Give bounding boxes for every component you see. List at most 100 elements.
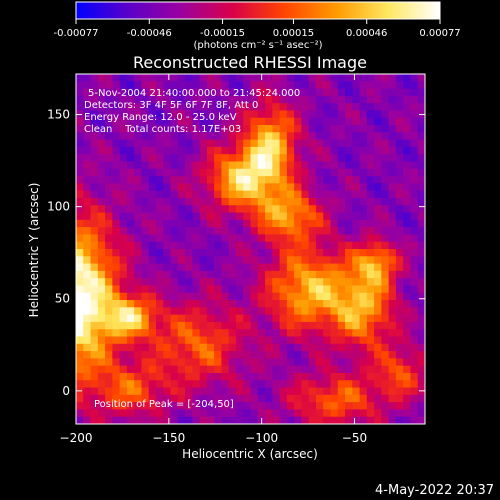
heatmap-cell xyxy=(119,343,128,352)
heatmap-cell xyxy=(83,351,92,359)
heatmap-cell xyxy=(119,234,128,243)
heatmap-cell xyxy=(214,372,223,381)
heatmap-cell xyxy=(90,234,99,243)
heatmap-cell xyxy=(315,125,324,133)
heatmap-cell xyxy=(265,307,273,316)
heatmap-cell xyxy=(199,168,208,177)
heatmap-cell xyxy=(199,416,208,424)
heatmap-cell xyxy=(330,190,339,199)
heatmap-cell xyxy=(235,95,244,104)
heatmap-cell xyxy=(403,95,412,104)
heatmap-cell xyxy=(141,168,150,177)
heatmap-cell xyxy=(250,146,259,155)
heatmap-cell xyxy=(417,117,425,126)
heatmap-cell xyxy=(345,300,353,308)
heatmap-cell xyxy=(126,117,135,126)
heatmap-cell xyxy=(301,336,310,345)
heatmap-cell xyxy=(265,146,273,155)
heatmap-cell xyxy=(126,336,135,345)
heatmap-cell xyxy=(279,95,288,104)
heatmap-cell xyxy=(148,132,157,141)
heatmap-cell xyxy=(265,336,273,345)
heatmap-cell xyxy=(192,190,201,199)
heatmap-cell xyxy=(330,307,339,316)
heatmap-cell xyxy=(294,234,302,243)
heatmap-cell xyxy=(163,285,172,294)
heatmap-cell xyxy=(286,205,295,214)
heatmap-cell xyxy=(345,212,353,221)
heatmap-cell xyxy=(163,365,172,374)
heatmap-cell xyxy=(265,358,273,367)
heatmap-cell xyxy=(112,161,121,170)
heatmap-cell xyxy=(105,387,113,396)
heatmap-cell xyxy=(294,285,302,294)
heatmap-cell xyxy=(90,365,99,374)
heatmap-cell xyxy=(112,132,121,141)
heatmap-cell xyxy=(250,205,259,214)
heatmap-cell xyxy=(90,351,99,359)
heatmap-cell xyxy=(90,190,99,199)
heatmap-cell xyxy=(214,132,223,141)
heatmap-cell xyxy=(177,402,186,411)
heatmap-cell xyxy=(359,88,368,97)
heatmap-cell xyxy=(206,110,215,119)
heatmap-cell xyxy=(352,161,361,170)
heatmap-cell xyxy=(410,314,419,323)
heatmap-cell xyxy=(177,219,186,228)
heatmap-cell xyxy=(323,168,332,177)
heatmap-cell xyxy=(315,154,324,163)
heatmap-cell xyxy=(134,197,143,206)
heatmap-cell xyxy=(257,387,266,396)
heatmap-cell xyxy=(359,263,368,272)
heatmap-cell xyxy=(134,394,143,403)
info-time-range: 5-Nov-2004 21:40:00.000 to 21:45:24.000 xyxy=(88,88,300,99)
heatmap-cell xyxy=(185,321,193,330)
heatmap-cell xyxy=(90,168,99,177)
heatmap-cell xyxy=(170,212,179,221)
heatmap-cell xyxy=(177,205,186,214)
heatmap-cell xyxy=(301,234,310,243)
heatmap-cell xyxy=(235,154,244,163)
heatmap-cell xyxy=(155,394,164,403)
heatmap-cell xyxy=(301,278,310,287)
heatmap-cell xyxy=(250,365,259,374)
heatmap-cell xyxy=(381,329,390,338)
heatmap-cell xyxy=(352,278,361,287)
heatmap-cell xyxy=(148,88,157,97)
heatmap-cell xyxy=(366,125,375,133)
heatmap-cell xyxy=(97,197,106,206)
heatmap-cell xyxy=(417,351,425,359)
heatmap-cell xyxy=(192,103,201,112)
heatmap-cell xyxy=(105,161,113,170)
heatmap-cell xyxy=(83,343,92,352)
heatmap-cell xyxy=(141,314,150,323)
heatmap-cell xyxy=(206,161,215,170)
heatmap-cell xyxy=(403,256,412,265)
heatmap-cell xyxy=(228,336,237,345)
heatmap-cell xyxy=(243,176,252,184)
heatmap-cell xyxy=(155,74,164,82)
heatmap-cell xyxy=(294,292,302,301)
heatmap-cell xyxy=(206,74,215,82)
heatmap-cell xyxy=(192,95,201,104)
heatmap-cell xyxy=(141,183,150,192)
heatmap-cell xyxy=(185,74,193,82)
heatmap-cell xyxy=(315,183,324,192)
heatmap-cell xyxy=(112,256,121,265)
heatmap-cell xyxy=(417,125,425,133)
heatmap-cell xyxy=(257,205,266,214)
heatmap-cell xyxy=(250,74,259,82)
heatmap-cell xyxy=(301,241,310,250)
heatmap-cell xyxy=(228,103,237,112)
heatmap-cell xyxy=(76,234,84,243)
heatmap-cell xyxy=(345,161,353,170)
heatmap-cell xyxy=(250,270,259,279)
heatmap-cell xyxy=(163,402,172,411)
heatmap-cell xyxy=(308,88,317,97)
heatmap-cell xyxy=(221,183,230,192)
heatmap-cell xyxy=(395,95,404,104)
heatmap-cell xyxy=(286,146,295,155)
heatmap-cell xyxy=(177,74,186,82)
heatmap-cell xyxy=(170,321,179,330)
heatmap-cell xyxy=(112,365,121,374)
